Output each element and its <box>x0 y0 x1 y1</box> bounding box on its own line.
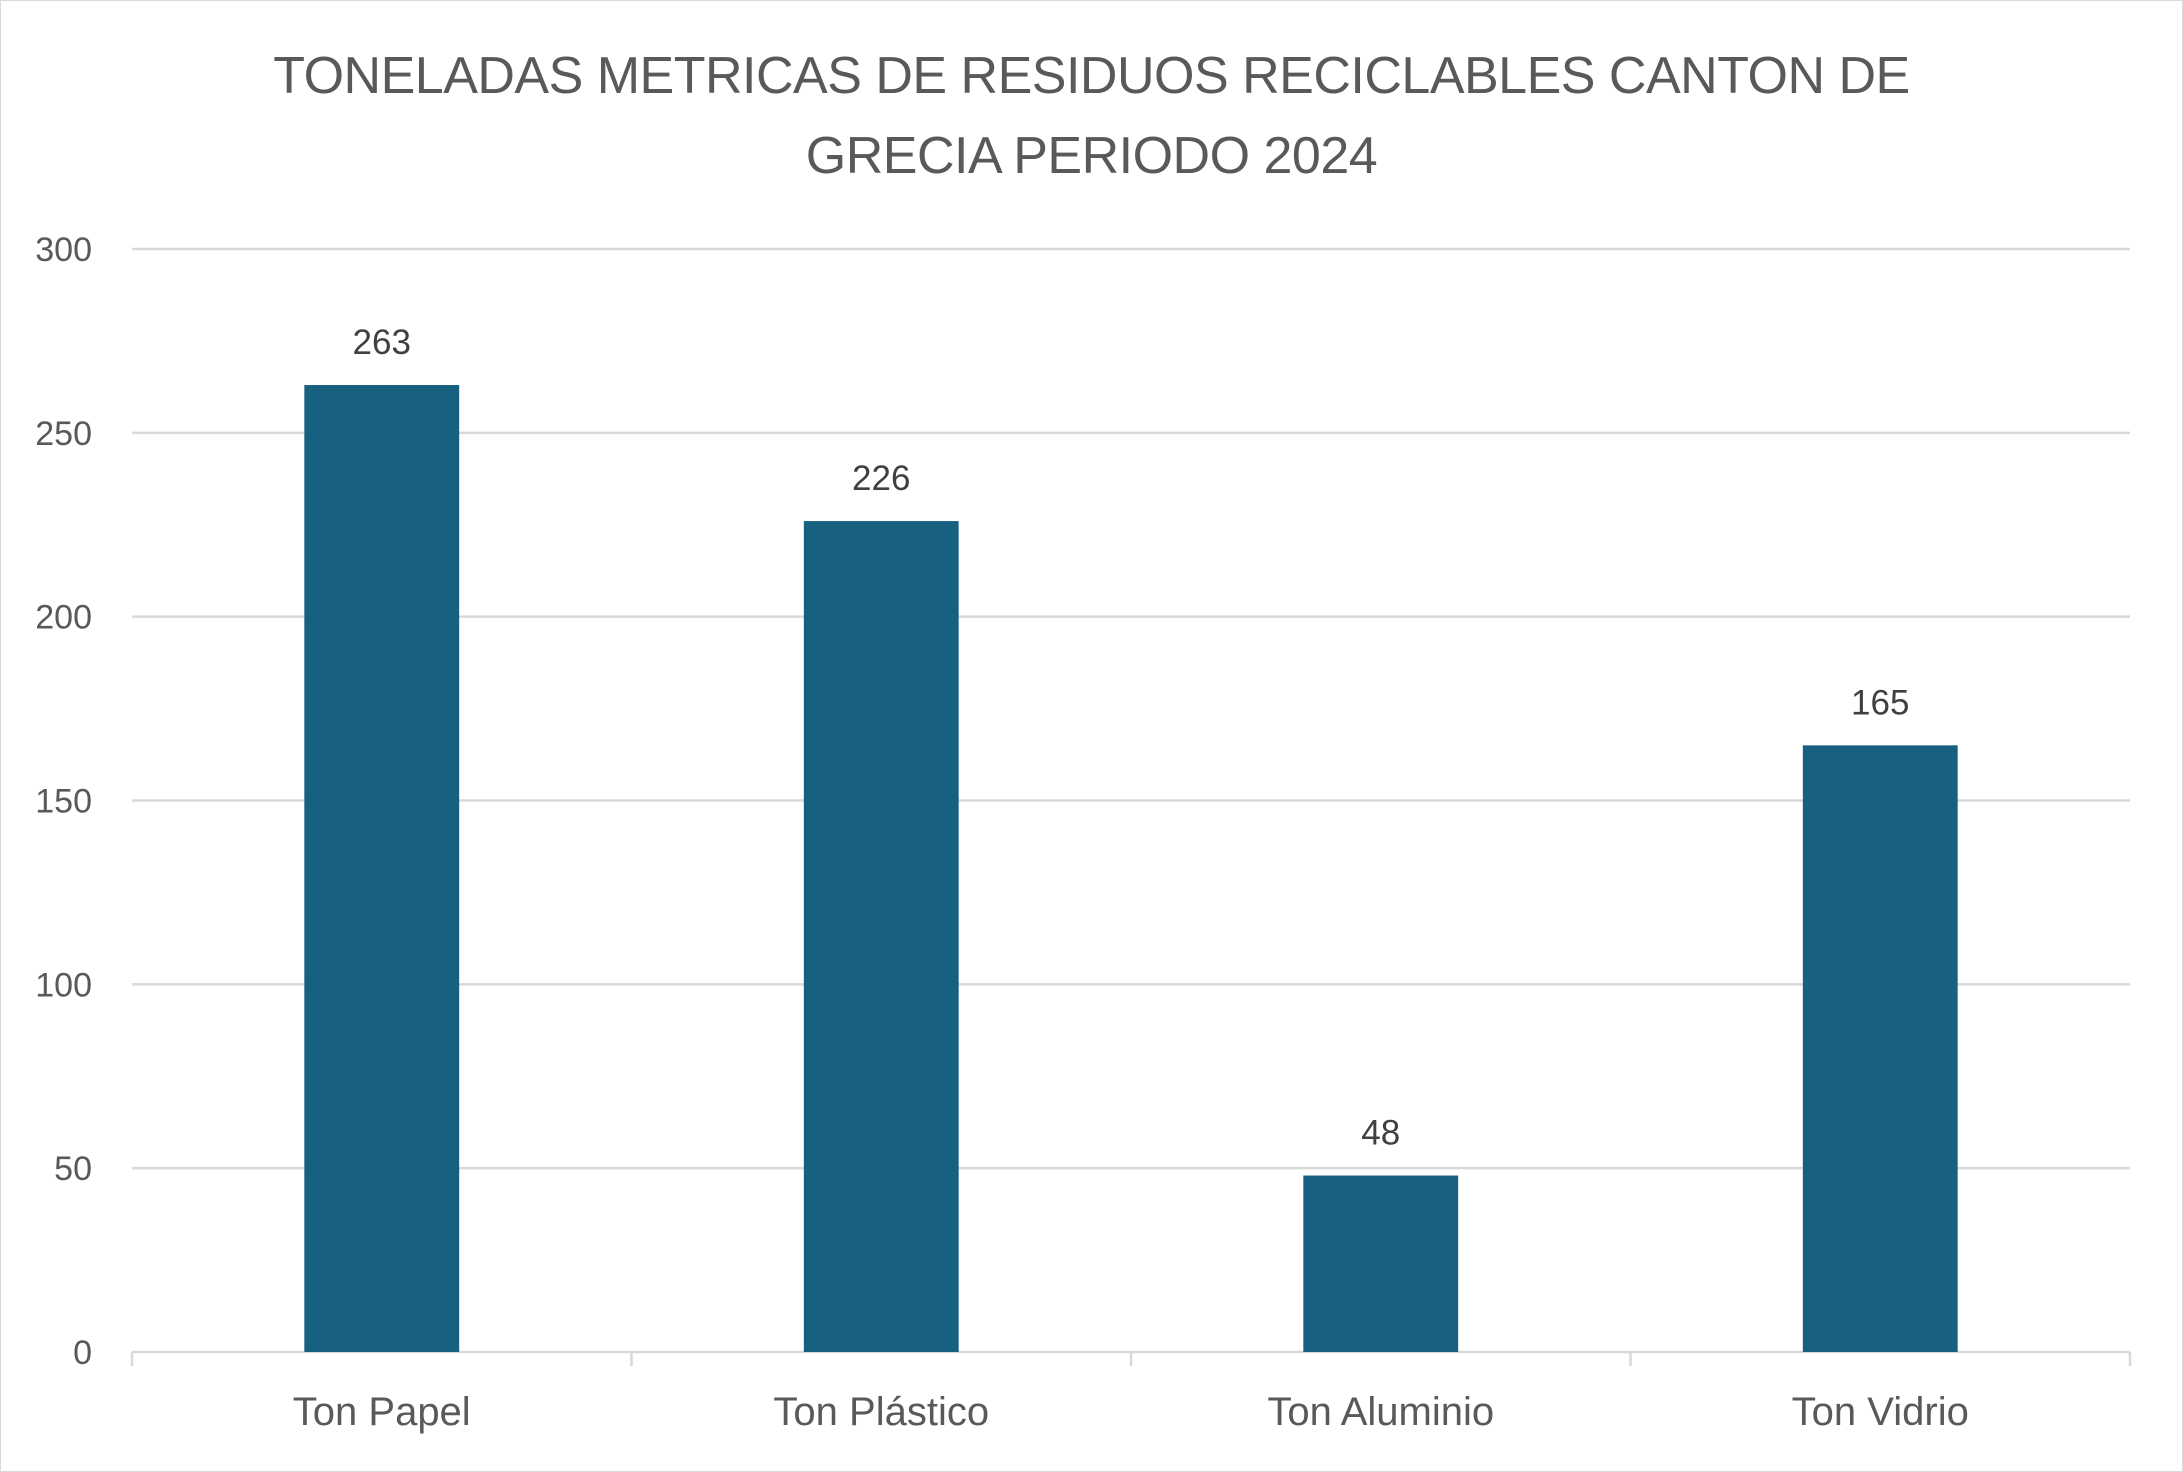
bar <box>1802 745 1958 1352</box>
y-tick-label: 100 <box>35 966 92 1004</box>
y-tick-label: 200 <box>35 599 92 637</box>
bar <box>1303 1175 1459 1352</box>
y-tick-label: 0 <box>73 1334 92 1372</box>
x-category-label: Ton Aluminio <box>1267 1390 1494 1434</box>
y-tick-label: 150 <box>35 783 92 821</box>
data-label: 263 <box>353 323 411 362</box>
chart-title: TONELADAS METRICAS DE RESIDUOS RECICLABL… <box>0 36 2183 196</box>
y-tick-label: 250 <box>35 415 92 453</box>
bar <box>803 521 959 1352</box>
x-category-label: Ton Papel <box>293 1390 471 1434</box>
x-category-label: Ton Vidrio <box>1792 1390 1969 1434</box>
data-label: 48 <box>1361 1114 1400 1153</box>
chart-title-line-2: GRECIA PERIODO 2024 <box>805 127 1378 185</box>
chart-title-line-1: TONELADAS METRICAS DE RESIDUOS RECICLABL… <box>273 47 1910 105</box>
bar <box>304 385 460 1353</box>
y-tick-label: 50 <box>54 1150 92 1188</box>
x-category-label: Ton Plástico <box>773 1390 989 1434</box>
data-label: 165 <box>1851 683 1909 722</box>
y-tick-label: 300 <box>35 231 92 269</box>
data-label: 226 <box>852 459 910 498</box>
